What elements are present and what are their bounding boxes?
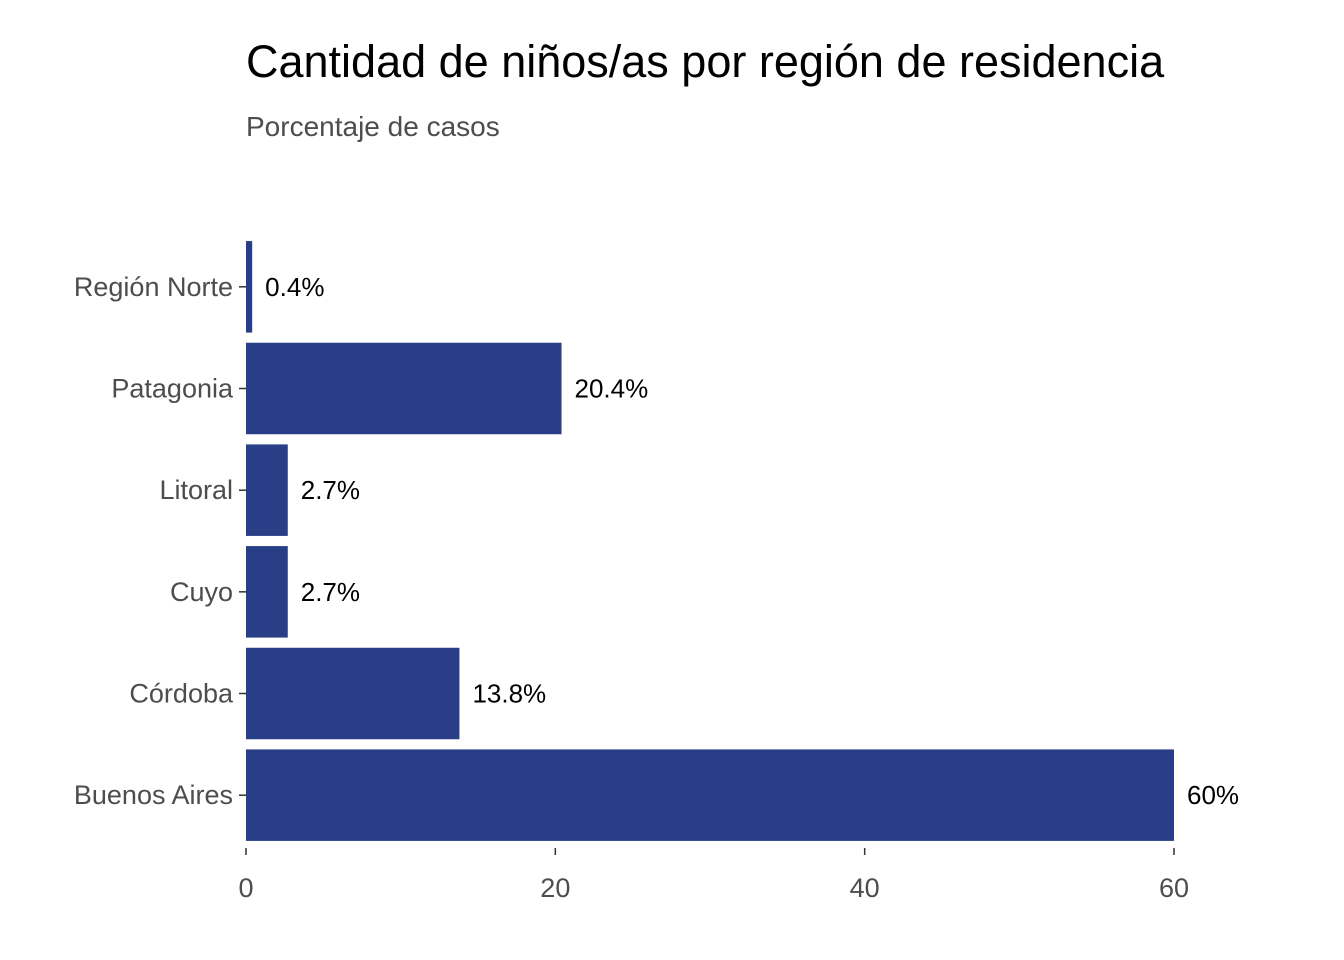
value-label-cuyo: 2.7% bbox=[301, 577, 360, 607]
value-label-region-norte: 0.4% bbox=[265, 272, 324, 302]
category-label-litoral: Litoral bbox=[159, 475, 233, 505]
x-tick-label-0: 0 bbox=[238, 873, 253, 903]
category-label-patagonia: Patagonia bbox=[111, 374, 234, 404]
value-label-patagonia: 20.4% bbox=[575, 374, 649, 404]
x-axis: 0 20 40 60 bbox=[238, 848, 1189, 903]
chart-title: Cantidad de niños/as por región de resid… bbox=[246, 36, 1165, 87]
bar-buenos-aires bbox=[246, 749, 1174, 841]
category-label-buenos-aires: Buenos Aires bbox=[74, 780, 233, 810]
chart-subtitle: Porcentaje de casos bbox=[246, 111, 500, 142]
value-label-cordoba: 13.8% bbox=[472, 679, 546, 709]
category-label-cordoba: Córdoba bbox=[129, 679, 234, 709]
category-label-cuyo: Cuyo bbox=[170, 577, 233, 607]
bar-cuyo bbox=[246, 546, 288, 638]
category-label-region-norte: Región Norte bbox=[74, 272, 233, 302]
x-tick-label-60: 60 bbox=[1159, 873, 1189, 903]
bar-region-norte bbox=[246, 241, 253, 333]
category-axis: Región Norte Patagonia Litoral Cuyo Córdoba B… bbox=[74, 272, 246, 810]
bar-cordoba bbox=[246, 647, 460, 740]
bars-layer bbox=[246, 241, 1174, 841]
x-tick-label-20: 20 bbox=[540, 873, 570, 903]
bar-litoral bbox=[246, 444, 288, 536]
x-tick-label-40: 40 bbox=[850, 873, 880, 903]
value-label-litoral: 2.7% bbox=[301, 475, 360, 505]
value-label-buenos-aires: 60% bbox=[1187, 780, 1239, 810]
bar-patagonia bbox=[246, 342, 562, 435]
value-labels: 0.4% 20.4% 2.7% 2.7% 13.8% 60% bbox=[265, 272, 1239, 810]
